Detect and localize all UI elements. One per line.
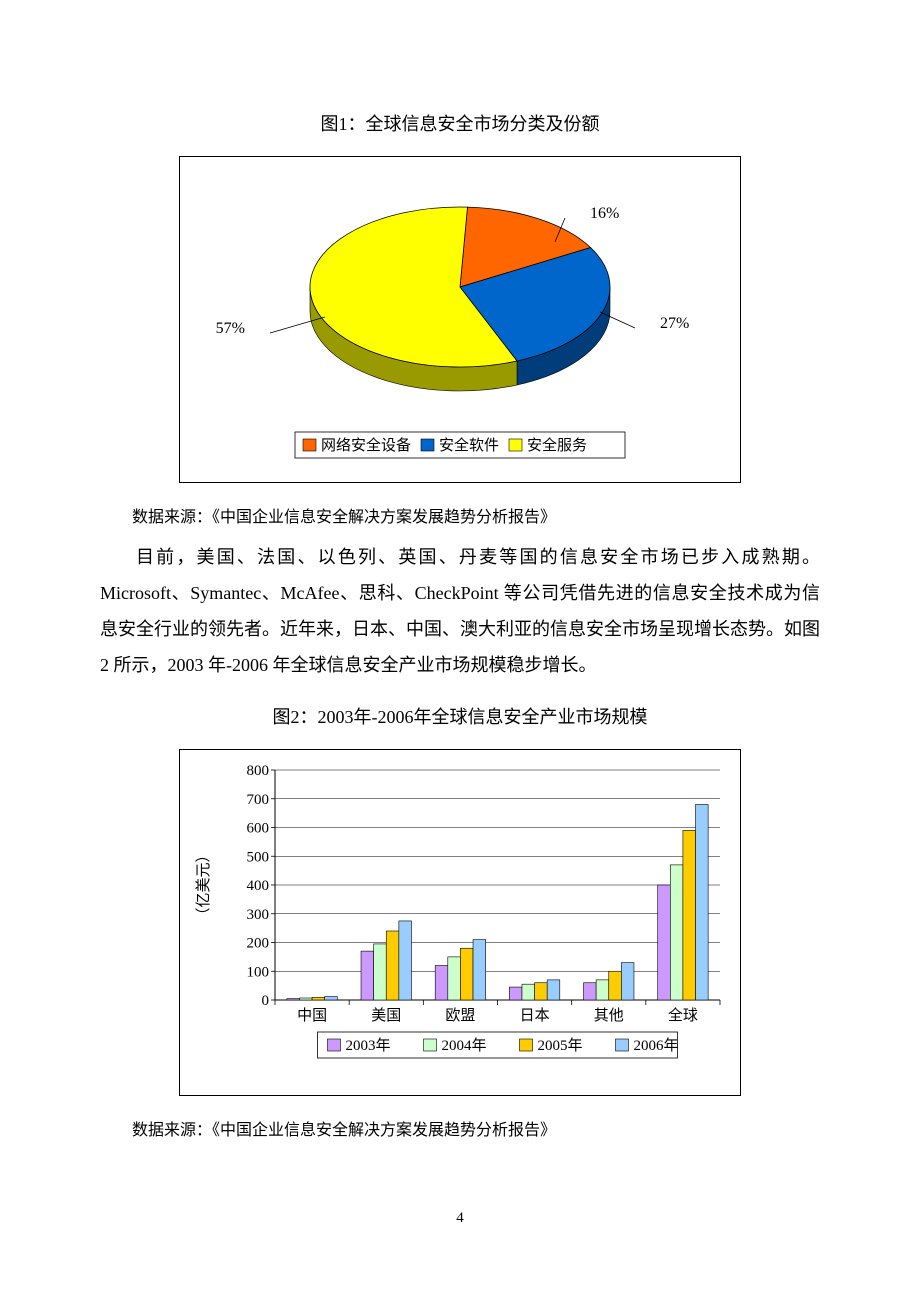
bar <box>683 830 696 1000</box>
bar <box>596 980 609 1000</box>
ytick-label: 600 <box>247 821 270 837</box>
bar <box>399 921 412 1000</box>
bar <box>509 987 522 1000</box>
legend-swatch <box>328 1039 341 1051</box>
xtick-label: 全球 <box>668 1006 698 1024</box>
legend-label: 网络安全设备 <box>321 436 411 454</box>
ytick-label: 300 <box>247 907 270 923</box>
legend-swatch <box>303 439 316 451</box>
ytick-label: 700 <box>247 792 270 808</box>
bar <box>535 983 548 1000</box>
bar <box>386 931 399 1000</box>
bar <box>460 948 473 1000</box>
legend-label: 安全软件 <box>439 436 499 454</box>
bar <box>361 951 374 1000</box>
body-paragraph: 目前，美国、法国、以色列、英国、丹麦等国的信息安全市场已步入成熟期。Micros… <box>100 539 820 683</box>
fig2-source: 数据来源：《中国企业信息安全解决方案发展趋势分析报告》 <box>100 1116 820 1140</box>
ytick-label: 200 <box>247 936 270 952</box>
ytick-label: 0 <box>262 993 270 1009</box>
bar <box>609 971 622 1000</box>
fig1-title: 图1：全球信息安全市场分类及份额 <box>100 110 820 136</box>
y-axis-label: （亿美元） <box>195 847 212 922</box>
xtick-label: 日本 <box>520 1007 550 1024</box>
fig1-source: 数据来源：《中国企业信息安全解决方案发展趋势分析报告》 <box>100 503 820 527</box>
bar <box>547 980 560 1000</box>
pie-label: 57% <box>216 320 245 337</box>
bar <box>696 805 709 1001</box>
bar <box>374 944 387 1000</box>
fig1-chart: 16% 27% 57% 网络安全设备 安全软件 安全服务 <box>179 156 741 483</box>
xtick-label: 美国 <box>371 1007 401 1024</box>
bar <box>522 984 535 1000</box>
xtick-label: 欧盟 <box>445 1007 475 1024</box>
ytick-label: 500 <box>247 849 270 865</box>
legend-swatch <box>424 1039 437 1051</box>
xtick-label: 其他 <box>594 1007 624 1024</box>
ytick-label: 800 <box>247 763 270 779</box>
pie-label: 16% <box>590 205 619 222</box>
bar <box>312 997 325 1000</box>
ytick-label: 400 <box>247 878 270 894</box>
legend-label: 2003年 <box>346 1037 391 1054</box>
bar <box>584 983 597 1000</box>
bar <box>299 998 312 1000</box>
bar <box>670 865 683 1000</box>
bar <box>621 963 634 1000</box>
legend-swatch <box>509 439 522 451</box>
document-page: 图1：全球信息安全市场分类及份额 16% 27% 57% 网络安全设备 安全软件 安全服务… <box>0 0 920 1287</box>
legend-label: 2004年 <box>442 1037 487 1054</box>
pie-chart-svg: 16% 27% 57% 网络安全设备 安全软件 安全服务 <box>180 157 740 477</box>
fig2-chart: 0 100 200 300 400 500 600 700 800 （亿美元） 中国 美国 欧盟 日本 其他… <box>179 749 741 1096</box>
bar <box>325 997 338 1000</box>
bar <box>473 940 486 1000</box>
xtick-label: 中国 <box>297 1007 327 1024</box>
bar <box>658 885 671 1000</box>
bar <box>287 999 300 1000</box>
legend-label: 安全服务 <box>527 436 587 454</box>
legend-label: 2005年 <box>538 1037 583 1054</box>
legend-swatch <box>520 1039 533 1051</box>
page-number: 4 <box>100 1210 820 1227</box>
ytick-label: 100 <box>247 964 270 980</box>
legend-swatch <box>421 439 434 451</box>
bar <box>435 966 448 1001</box>
pie-label: 27% <box>660 315 689 332</box>
legend-label: 2006年 <box>634 1037 679 1054</box>
legend-swatch <box>616 1039 629 1051</box>
bar <box>448 957 461 1000</box>
bar-chart-svg: 0 100 200 300 400 500 600 700 800 （亿美元） 中国 美国 欧盟 日本 其他… <box>180 750 740 1090</box>
fig2-title: 图2：2003年-2006年全球信息安全产业市场规模 <box>100 703 820 729</box>
